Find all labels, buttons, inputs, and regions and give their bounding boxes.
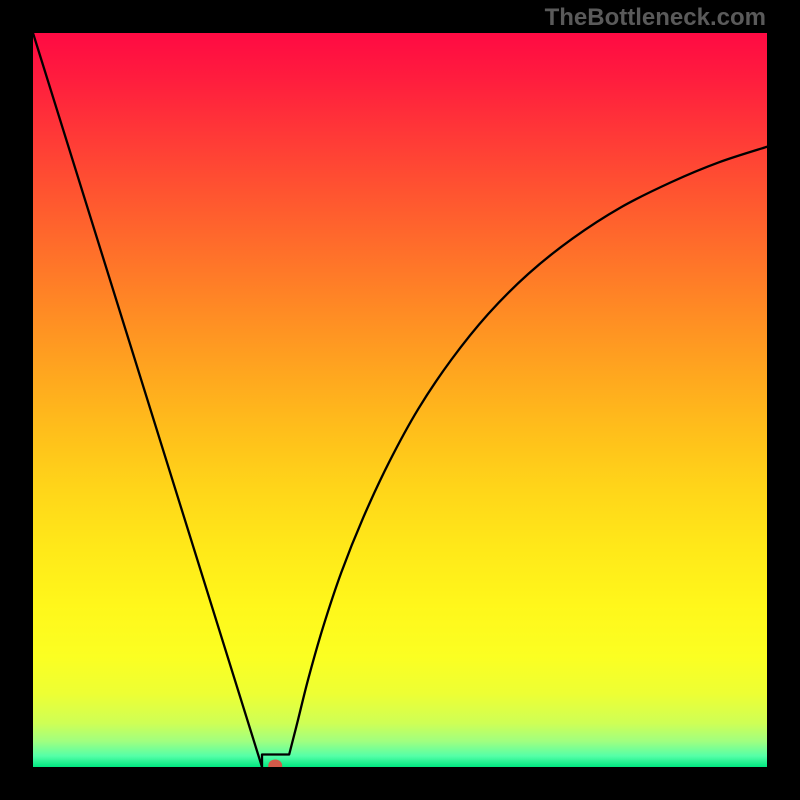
watermark-text: TheBottleneck.com — [545, 4, 766, 32]
chart-container: TheBottleneck.com — [0, 0, 800, 800]
bottleneck-curve — [33, 33, 767, 767]
marker-dot — [268, 760, 282, 767]
curve-layer — [33, 33, 767, 767]
plot-area — [33, 33, 767, 767]
